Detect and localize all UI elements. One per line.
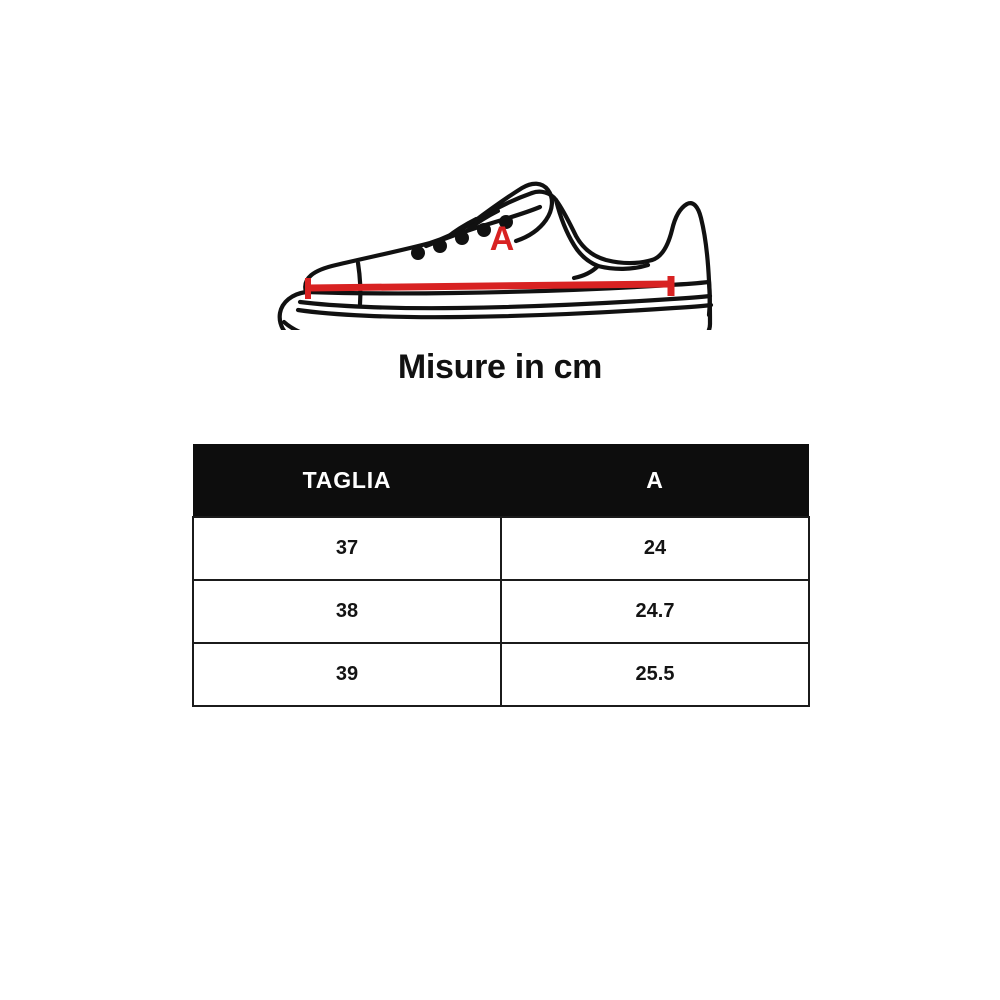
measurement-line-a	[305, 276, 675, 299]
cell-measure-a: 24	[500, 516, 810, 581]
table-row: 37 24	[192, 516, 810, 581]
table-header-row: TAGLIA A	[193, 444, 809, 517]
measurement-label-a: A	[490, 220, 515, 258]
table-row: 38 24.7	[192, 579, 810, 644]
sneaker-side-view-icon: A	[277, 181, 714, 330]
size-table-wrapper: TAGLIA A 37 24 38 24.7 39 25.5	[192, 444, 810, 707]
lace-strands-icon	[444, 209, 500, 240]
shoe-diagram: A	[240, 110, 760, 330]
page-title: Misure in cm	[397, 348, 603, 386]
column-header-taglia: TAGLIA	[193, 444, 501, 517]
cell-size: 38	[192, 579, 502, 644]
cell-size: 39	[192, 642, 502, 707]
cell-size: 37	[192, 516, 502, 581]
table-row: 39 25.5	[192, 642, 810, 707]
cell-measure-a: 24.7	[500, 579, 810, 644]
size-table: TAGLIA A 37 24 38 24.7 39 25.5	[192, 444, 810, 707]
cell-measure-a: 25.5	[500, 642, 810, 707]
column-header-a: A	[501, 444, 809, 517]
lace-eyelets-icon	[411, 215, 513, 260]
